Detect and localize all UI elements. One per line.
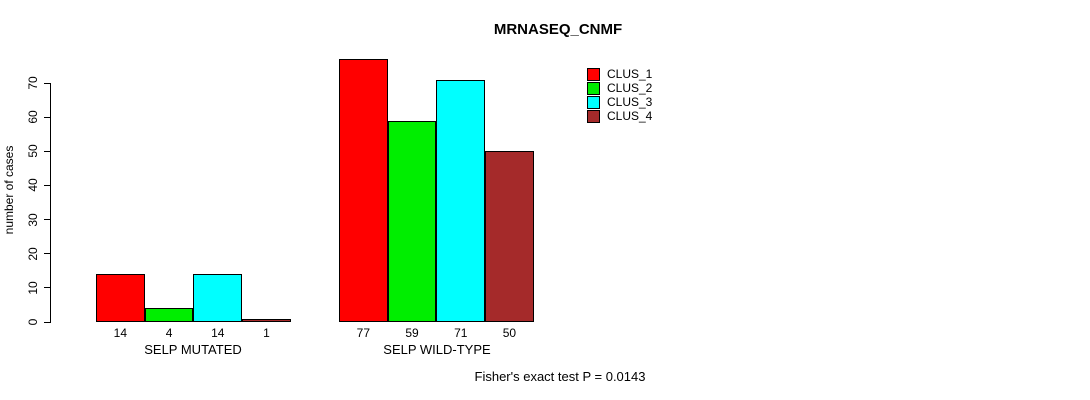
bar-value-label: 77 <box>356 326 371 340</box>
legend-label: CLUS_4 <box>607 109 653 123</box>
y-tick-label: 0 <box>26 318 40 326</box>
legend-row: CLUS_1 <box>587 67 652 81</box>
y-axis-label: number of cases <box>2 145 16 235</box>
y-tick-label: 60 <box>26 110 40 124</box>
legend-label: CLUS_3 <box>607 95 653 109</box>
y-tick-label: 20 <box>26 247 40 261</box>
y-tick <box>44 150 50 152</box>
x-group-label-selp-wild-type: SELP WILD-TYPE <box>383 342 491 357</box>
y-tick-label: 70 <box>26 76 40 90</box>
legend-row: CLUS_3 <box>587 95 652 109</box>
bar-value-label: 14 <box>211 326 225 340</box>
legend-swatch-CLUS_1 <box>587 67 600 81</box>
y-tick <box>44 116 50 118</box>
legend-swatch-CLUS_2 <box>587 81 600 95</box>
bar-CLUS_1 <box>339 59 388 322</box>
fisher-test-annotation: Fisher's exact test P = 0.0143 <box>474 369 646 384</box>
y-axis-line <box>50 83 51 323</box>
legend-row: CLUS_4 <box>587 109 652 123</box>
legend: CLUS_1 CLUS_2 CLUS_3 CLUS_4 <box>587 67 652 123</box>
y-tick <box>44 287 50 289</box>
chart-title: MRNASEQ_CNMF <box>493 21 623 38</box>
bar-value-label: 50 <box>502 326 517 340</box>
bar-CLUS_4 <box>242 318 291 322</box>
y-tick-label: 40 <box>26 178 40 193</box>
legend-label: CLUS_1 <box>607 67 653 81</box>
bar-CLUS_3 <box>436 79 486 322</box>
legend-label: CLUS_2 <box>607 81 653 95</box>
bar-CLUS_1 <box>96 274 145 322</box>
bar-CLUS_4 <box>485 151 534 322</box>
bar-value-label: 71 <box>454 326 468 340</box>
y-tick <box>44 184 50 186</box>
legend-row: CLUS_2 <box>587 81 652 95</box>
y-tick-label: 30 <box>26 212 40 227</box>
bar-value-label: 1 <box>263 326 270 340</box>
bar-value-label: 14 <box>113 326 128 340</box>
bar-CLUS_3 <box>193 274 243 322</box>
legend-swatch-CLUS_4 <box>587 109 600 123</box>
y-tick-label: 50 <box>26 144 40 158</box>
x-group-label-selp-mutated: SELP MUTATED <box>144 342 242 357</box>
y-tick-label: 10 <box>26 281 40 295</box>
y-tick <box>44 82 50 84</box>
bar-CLUS_2 <box>144 308 194 322</box>
bar-value-label: 4 <box>165 326 173 340</box>
y-tick <box>44 321 50 323</box>
bar-CLUS_2 <box>387 120 437 322</box>
legend-swatch-CLUS_3 <box>587 95 600 109</box>
bar-value-label: 59 <box>405 326 419 340</box>
y-tick <box>44 219 50 221</box>
y-tick <box>44 253 50 255</box>
